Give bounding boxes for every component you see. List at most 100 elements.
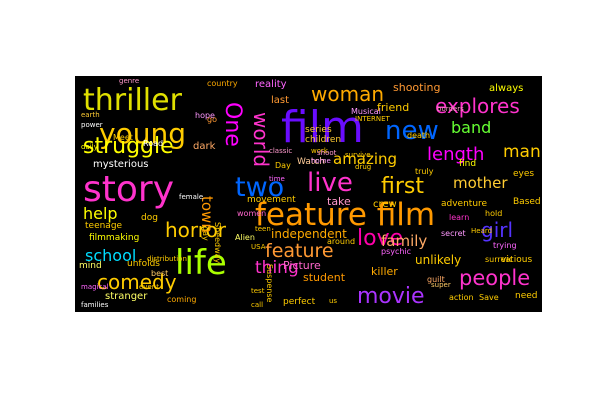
- cloud-word: learn: [449, 213, 470, 222]
- cloud-word: call: [251, 301, 264, 309]
- cloud-word: first: [381, 174, 424, 199]
- cloud-word: new: [385, 116, 439, 146]
- cloud-word: thriller: [83, 83, 182, 118]
- cloud-word: dog: [141, 213, 158, 223]
- cloud-word: band: [451, 118, 492, 137]
- cloud-word: Picture: [283, 259, 321, 272]
- cloud-word: young: [99, 117, 186, 150]
- cloud-word: genre: [119, 77, 140, 85]
- word-cloud-image: film story thriller feature film life yo…: [75, 76, 542, 312]
- cloud-word: thing: [255, 258, 299, 278]
- cloud-word: mind: [79, 261, 102, 271]
- cloud-word: last: [271, 95, 290, 106]
- cloud-word: Save: [479, 293, 499, 302]
- cloud-word: daily: [81, 143, 98, 151]
- cloud-word: gay: [201, 226, 210, 241]
- cloud-word: country: [207, 79, 238, 88]
- cloud-word: Alien: [235, 233, 255, 242]
- cloud-word: hope: [195, 111, 215, 120]
- cloud-word: love: [357, 226, 404, 251]
- cloud-word: around: [327, 237, 356, 246]
- cloud-word: Based: [513, 197, 541, 207]
- cloud-word: shooting: [393, 81, 441, 94]
- cloud-word: test: [251, 287, 265, 295]
- cloud-word: feature: [265, 240, 334, 262]
- cloud-word: reality: [255, 79, 287, 90]
- cloud-word: best: [151, 269, 169, 278]
- cloud-word: surreal: [485, 255, 513, 264]
- cloud-word: earth: [81, 111, 100, 119]
- cloud-word: go: [207, 115, 217, 124]
- cloud-word: stranger: [105, 291, 148, 302]
- cloud-word: perfect: [283, 297, 316, 307]
- cloud-word: drug: [355, 163, 372, 171]
- cloud-word: town: [198, 196, 216, 233]
- cloud-word: always: [489, 83, 524, 94]
- cloud-word: Suspense: [265, 264, 274, 303]
- cloud-word: action: [449, 293, 474, 302]
- cloud-word: world: [249, 112, 273, 168]
- cloud-word: girl: [481, 218, 514, 242]
- cloud-word: distribution: [147, 255, 187, 263]
- cloud-word: death: [407, 131, 431, 140]
- cloud-word: magical: [81, 283, 109, 291]
- cloud-word: length: [427, 144, 485, 165]
- cloud-word: dark: [193, 141, 216, 152]
- cloud-word: movement: [247, 195, 296, 205]
- cloud-word: independent: [271, 227, 347, 241]
- cloud-word: movie: [357, 284, 425, 309]
- cloud-word: secret: [441, 229, 466, 238]
- cloud-word: two: [235, 172, 285, 203]
- cloud-word: life: [175, 243, 227, 283]
- cloud-word: friend: [377, 101, 410, 114]
- cloud-word: unlikely: [415, 253, 462, 267]
- cloud-word: psychic: [381, 247, 412, 256]
- cloud-word: guilt: [427, 275, 445, 284]
- cloud-word: women: [237, 209, 267, 218]
- cloud-word: One: [220, 102, 245, 147]
- cloud-word: children: [305, 135, 342, 145]
- cloud-word: shoot: [317, 149, 337, 157]
- cloud-word: Speedway: [213, 222, 222, 264]
- cloud-word: home: [311, 157, 331, 165]
- cloud-word: feature film: [255, 197, 436, 233]
- cloud-word: student: [303, 271, 346, 284]
- cloud-word: woman: [311, 82, 385, 106]
- cloud-word: man: [503, 142, 541, 162]
- cloud-word: mysterious: [93, 159, 149, 170]
- cloud-word: people: [459, 266, 531, 290]
- cloud-word: unfolds: [127, 259, 160, 269]
- cloud-word: families: [81, 301, 109, 309]
- cloud-word: crew: [373, 199, 397, 210]
- cloud-word: INTERNET: [355, 115, 390, 123]
- cloud-word: film: [281, 102, 364, 153]
- cloud-word: coming: [167, 295, 197, 304]
- cloud-word: explores: [435, 94, 520, 118]
- cloud-word: Musical: [351, 107, 381, 116]
- cloud-word: need: [515, 291, 538, 301]
- cloud-word: event: [139, 283, 159, 291]
- cloud-word: struggle: [83, 134, 174, 159]
- cloud-word: amazing: [333, 150, 398, 168]
- cloud-word: Road: [143, 139, 164, 148]
- cloud-word: truly: [415, 167, 434, 176]
- cloud-word: teenage: [85, 221, 123, 231]
- cloud-word: filmmaking: [89, 233, 140, 243]
- cloud-word: mother: [453, 174, 508, 192]
- cloud-word: Meet: [113, 133, 133, 142]
- cloud-word: family: [381, 232, 428, 250]
- cloud-word: survive: [345, 151, 371, 159]
- cloud-word: eyes: [513, 169, 535, 179]
- cloud-word: teen: [255, 225, 271, 233]
- cloud-word: find: [459, 159, 477, 169]
- cloud-word: classic: [269, 147, 293, 155]
- cloud-word: take: [327, 195, 351, 208]
- cloud-word: killer: [371, 265, 398, 278]
- cloud-word: Watch: [297, 157, 326, 167]
- cloud-word: female: [179, 193, 204, 201]
- cloud-word: borders: [437, 105, 464, 113]
- cloud-word: time: [269, 175, 285, 183]
- cloud-word: live: [307, 168, 353, 198]
- cloud-word: school: [85, 246, 137, 265]
- cloud-word: power: [81, 121, 103, 129]
